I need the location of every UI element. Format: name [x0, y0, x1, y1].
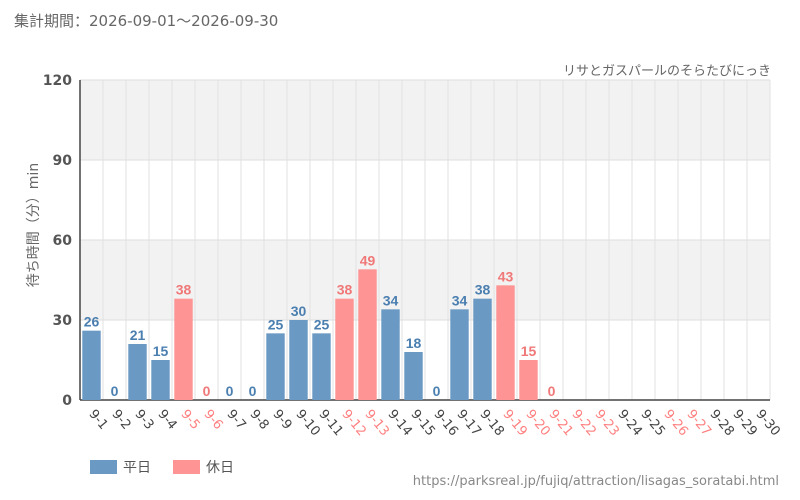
- x-tick-label-9-12: 9-12: [338, 407, 368, 439]
- data-label-9-18: 38: [475, 282, 491, 298]
- bar-9-3[interactable]: [128, 344, 147, 400]
- x-tick-label-9-17: 9-17: [453, 407, 483, 439]
- bar-9-5[interactable]: [174, 298, 193, 400]
- data-label-9-14: 34: [383, 292, 399, 308]
- bar-9-4[interactable]: [151, 360, 170, 400]
- y-tick-label: 30: [53, 313, 73, 329]
- x-tick-label-9-2: 9-2: [108, 407, 133, 433]
- bar-9-19[interactable]: [496, 285, 515, 400]
- data-label-9-2: 0: [111, 383, 119, 399]
- collection-period: 集計期間：2026-09-01～2026-09-30: [14, 12, 279, 30]
- x-tick-label-9-1: 9-1: [85, 407, 110, 433]
- bar-9-9[interactable]: [266, 333, 285, 400]
- x-tick-label-9-30: 9-30: [752, 407, 782, 439]
- legend-item-weekday[interactable]: 平日: [90, 457, 151, 477]
- data-label-9-6: 0: [203, 383, 211, 399]
- x-tick-label-9-16: 9-16: [430, 407, 460, 439]
- data-label-9-11: 25: [314, 316, 330, 332]
- x-tick-label-9-15: 9-15: [407, 407, 437, 439]
- bar-9-11[interactable]: [312, 333, 331, 400]
- x-tick-label-9-7: 9-7: [223, 407, 248, 433]
- legend-label-weekday: 平日: [123, 460, 151, 476]
- y-tick-label: 90: [53, 153, 73, 169]
- x-tick-label-9-3: 9-3: [131, 407, 156, 433]
- data-label-9-17: 34: [452, 292, 468, 308]
- y-tick-label: 0: [62, 393, 72, 409]
- x-tick-label-9-24: 9-24: [614, 407, 644, 439]
- data-label-9-12: 38: [337, 282, 353, 298]
- bar-9-15[interactable]: [404, 352, 423, 400]
- bar-9-17[interactable]: [450, 309, 469, 400]
- x-tick-label-9-4: 9-4: [154, 407, 179, 433]
- data-label-9-1: 26: [84, 314, 100, 330]
- attraction-name: リサとガスパールのそらたびにっき: [562, 64, 771, 79]
- legend-item-holiday[interactable]: 休日: [173, 457, 234, 477]
- bar-9-13[interactable]: [358, 269, 377, 400]
- source-url[interactable]: https://parksreal.jp/fujiq/attraction/li…: [412, 474, 779, 489]
- x-tick-label-9-8: 9-8: [246, 407, 271, 433]
- x-tick-label-9-13: 9-13: [361, 407, 391, 439]
- bar-9-20[interactable]: [519, 360, 538, 400]
- x-tick-label-9-21: 9-21: [545, 407, 575, 439]
- data-label-9-3: 21: [130, 327, 146, 343]
- x-tick-label-9-20: 9-20: [522, 407, 552, 439]
- data-label-9-16: 0: [433, 383, 441, 399]
- x-tick-label-9-22: 9-22: [568, 407, 598, 439]
- x-tick-label-9-25: 9-25: [637, 407, 667, 439]
- x-tick-label-9-9: 9-9: [269, 407, 294, 433]
- data-label-9-8: 0: [249, 383, 257, 399]
- x-tick-label-9-18: 9-18: [476, 407, 506, 439]
- bar-9-12[interactable]: [335, 298, 354, 400]
- x-tick-label-9-6: 9-6: [200, 407, 225, 433]
- data-label-9-5: 38: [176, 282, 192, 298]
- data-label-9-20: 15: [521, 343, 537, 359]
- bar-9-1[interactable]: [82, 330, 101, 400]
- data-label-9-9: 25: [268, 316, 284, 332]
- data-label-9-19: 43: [498, 268, 514, 284]
- bar-9-14[interactable]: [381, 309, 400, 400]
- data-label-9-7: 0: [226, 383, 234, 399]
- data-label-9-13: 49: [360, 252, 376, 268]
- y-tick-label: 60: [53, 233, 73, 249]
- legend: 平日 休日: [90, 457, 256, 477]
- x-tick-label-9-14: 9-14: [384, 407, 414, 439]
- x-tick-label-9-10: 9-10: [292, 407, 322, 439]
- legend-label-holiday: 休日: [206, 460, 234, 476]
- data-label-9-15: 18: [406, 335, 422, 351]
- legend-swatch-holiday: [173, 460, 200, 474]
- x-tick-label-9-19: 9-19: [499, 407, 529, 439]
- x-tick-label-9-28: 9-28: [706, 407, 736, 439]
- y-tick-label: 120: [43, 73, 72, 89]
- x-tick-label-9-29: 9-29: [729, 407, 759, 439]
- bar-9-18[interactable]: [473, 298, 492, 400]
- x-tick-label-9-26: 9-26: [660, 407, 690, 439]
- x-tick-label-9-27: 9-27: [683, 407, 713, 439]
- bar-9-10[interactable]: [289, 320, 308, 400]
- x-tick-label-9-23: 9-23: [591, 407, 621, 439]
- data-label-9-4: 15: [153, 343, 169, 359]
- data-label-9-21: 0: [548, 383, 556, 399]
- x-tick-label-9-11: 9-11: [315, 407, 345, 439]
- legend-swatch-weekday: [90, 460, 117, 474]
- data-label-9-10: 30: [291, 303, 307, 319]
- x-tick-label-9-5: 9-5: [177, 407, 202, 433]
